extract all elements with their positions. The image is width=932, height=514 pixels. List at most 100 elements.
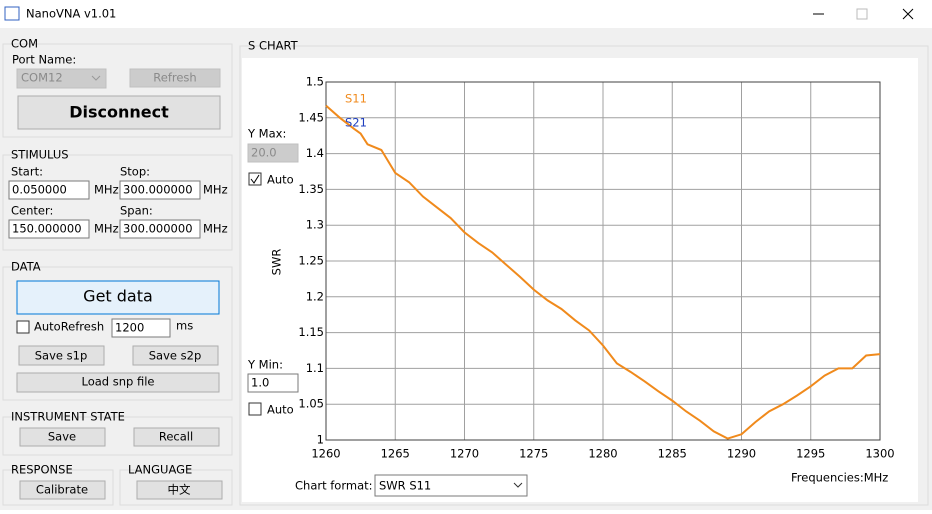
button-label: 中文: [168, 483, 191, 497]
y-tick-label: 1.05: [298, 397, 324, 411]
stop-input[interactable]: [119, 180, 201, 200]
plot-frame: [325, 81, 881, 441]
title-bar: [0, 0, 932, 28]
refresh-button[interactable]: [129, 68, 221, 88]
label: Port Name:: [12, 53, 76, 67]
group-box: [2, 469, 114, 506]
group-title: S CHART: [248, 39, 299, 53]
y-tick-label: 1.1: [306, 361, 324, 375]
group-title: INSTRUMENT STATE: [11, 410, 125, 424]
chart-area: [242, 58, 918, 502]
group-box: [239, 45, 929, 506]
group-title: STIMULUS: [11, 148, 69, 162]
input-value: 300.000000: [123, 183, 193, 197]
label: Y Min:: [247, 358, 283, 372]
group-box: [2, 266, 233, 401]
x-tick-label: 1280: [588, 447, 617, 461]
checkbox[interactable]: [248, 402, 262, 416]
span-input[interactable]: [119, 219, 201, 239]
x-tick-label: 1285: [658, 447, 687, 461]
center-input[interactable]: [8, 219, 90, 239]
unit: MHz: [203, 183, 228, 197]
checkbox[interactable]: [16, 320, 30, 334]
button-label: Save s1p: [35, 349, 88, 363]
unit: MHz: [203, 222, 228, 236]
input-value: 20.0: [251, 146, 277, 160]
combo-arrow: [91, 75, 101, 81]
ymin-input[interactable]: [247, 373, 299, 393]
y-tick-label: 1.4: [306, 146, 324, 160]
button-label: Recall: [159, 430, 193, 444]
start-input[interactable]: [8, 180, 90, 200]
close[interactable]: [902, 8, 914, 20]
check-mark: [250, 174, 260, 184]
get-data-button[interactable]: [16, 280, 220, 315]
button-label: Refresh: [153, 71, 196, 85]
x-tick-label: 1265: [381, 447, 410, 461]
series-line: [325, 104, 881, 440]
checkbox-label: AutoRefresh: [34, 320, 104, 334]
save-button[interactable]: [19, 427, 106, 447]
interval-input[interactable]: [111, 318, 171, 338]
window-title: NanoVNA v1.01: [26, 7, 116, 21]
y-axis-label: SWR: [270, 249, 284, 276]
legend-entry: S21: [345, 116, 367, 130]
port-value: COM12: [21, 71, 63, 85]
group-title: COM: [11, 37, 38, 51]
unit: ms: [176, 319, 193, 333]
group-title: RESPONSE: [11, 463, 73, 477]
language-button[interactable]: [136, 480, 223, 500]
legend-entry: S11: [345, 92, 367, 106]
y-tick-label: 1.25: [298, 254, 324, 268]
disconnect-button[interactable]: [17, 95, 221, 130]
label: Chart format:: [295, 479, 373, 493]
y-tick-label: 1.5: [306, 75, 324, 89]
input-value: 300.000000: [123, 222, 193, 236]
button-label: Calibrate: [36, 483, 88, 497]
button-label: Disconnect: [69, 103, 169, 122]
checkbox-label: Auto: [267, 173, 294, 187]
button-label: Get data: [83, 287, 153, 306]
group-title: LANGUAGE: [128, 463, 192, 477]
unit: MHz: [94, 183, 119, 197]
input-value: 0.050000: [12, 183, 67, 197]
ymax-input[interactable]: [247, 143, 299, 163]
y-tick-label: 1.2: [306, 289, 324, 303]
label: Span:: [120, 204, 153, 218]
button-label: Load snp file: [82, 375, 155, 389]
y-tick-label: 1: [317, 433, 324, 447]
group-box: [2, 43, 233, 138]
x-tick-label: 1300: [865, 447, 894, 461]
x-axis-label: Frequencies:MHz: [791, 471, 888, 485]
label: Start:: [11, 165, 43, 179]
load-button[interactable]: [16, 372, 220, 393]
port-combo[interactable]: [16, 68, 107, 89]
unit: MHz: [94, 222, 119, 236]
x-tick-label: 1260: [311, 447, 340, 461]
input-value: 1200: [115, 321, 144, 335]
recall-button[interactable]: [133, 427, 220, 447]
x-tick-label: 1270: [450, 447, 479, 461]
y-tick-label: 1.45: [298, 110, 324, 124]
group-box: [2, 416, 233, 456]
input-value: 150.000000: [12, 222, 82, 236]
group-box: [2, 154, 233, 251]
save-s2p-button[interactable]: [132, 345, 219, 366]
checkbox[interactable]: [248, 172, 262, 186]
label: Y Max:: [247, 127, 286, 141]
group-box: [119, 469, 233, 506]
checkbox-label: Auto: [267, 403, 294, 417]
x-tick-label: 1295: [796, 447, 825, 461]
format-combo[interactable]: [374, 474, 528, 497]
input-value: 1.0: [251, 376, 269, 390]
calibrate-button[interactable]: [19, 480, 106, 500]
save-s1p-button[interactable]: [18, 345, 105, 366]
x-tick-label: 1275: [519, 447, 548, 461]
button-label: Save s2p: [149, 349, 202, 363]
app-icon: [4, 6, 20, 21]
label: Stop:: [120, 165, 150, 179]
y-tick-label: 1.15: [298, 325, 324, 339]
maximize[interactable]: [856, 8, 868, 20]
combo-value: SWR S11: [379, 479, 431, 493]
